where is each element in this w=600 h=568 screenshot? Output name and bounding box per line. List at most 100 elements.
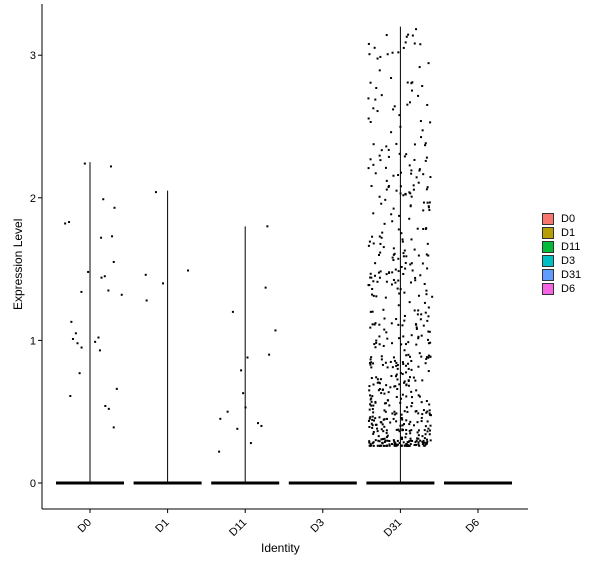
data-point <box>405 255 408 258</box>
data-point <box>369 81 372 84</box>
data-point <box>398 441 401 444</box>
data-point <box>411 34 414 37</box>
data-point <box>68 221 71 224</box>
data-point <box>378 195 381 198</box>
data-point <box>380 149 383 152</box>
data-point <box>383 409 386 412</box>
data-point <box>412 188 415 191</box>
data-point <box>424 142 427 145</box>
data-point <box>400 436 403 439</box>
data-point <box>369 120 372 123</box>
data-point <box>401 373 404 376</box>
data-point <box>426 356 429 359</box>
data-point <box>392 174 395 177</box>
data-point <box>417 309 420 312</box>
data-point <box>387 155 390 158</box>
data-point <box>425 156 428 159</box>
x-axis-title: Identity <box>261 541 300 555</box>
data-point <box>83 162 86 165</box>
data-point <box>429 176 432 179</box>
data-point <box>388 444 391 447</box>
data-point <box>417 254 420 257</box>
legend-item-d11: D11 <box>542 240 581 254</box>
data-point <box>371 415 374 418</box>
data-point <box>404 371 407 374</box>
data-point <box>402 272 405 275</box>
data-point <box>404 41 407 44</box>
data-point <box>384 439 387 442</box>
data-point <box>380 444 383 447</box>
data-point <box>405 429 408 432</box>
data-point <box>374 274 377 277</box>
data-point <box>407 33 410 36</box>
data-point <box>384 402 387 405</box>
data-point <box>381 231 384 234</box>
data-point <box>374 262 377 265</box>
data-point <box>372 294 375 297</box>
data-point <box>399 125 402 128</box>
data-point <box>368 444 371 447</box>
data-point <box>420 136 423 139</box>
data-point <box>406 81 409 84</box>
data-point <box>403 380 406 383</box>
data-point <box>410 368 413 371</box>
data-point <box>386 434 389 437</box>
data-point <box>397 51 400 54</box>
data-point <box>409 439 412 442</box>
legend-item-d1: D1 <box>542 226 581 240</box>
data-point <box>387 185 390 188</box>
data-point <box>385 145 388 148</box>
data-point <box>426 242 429 245</box>
data-point <box>399 372 402 375</box>
data-point <box>395 428 398 431</box>
data-point <box>377 254 380 257</box>
data-point <box>388 404 391 407</box>
data-point <box>375 86 378 89</box>
data-point <box>420 401 423 404</box>
data-point <box>274 329 277 332</box>
data-point <box>392 439 395 442</box>
data-point <box>390 131 393 134</box>
data-point <box>405 406 408 409</box>
data-point <box>411 89 414 92</box>
data-point <box>427 342 430 345</box>
data-point <box>403 249 406 252</box>
data-point <box>377 439 380 442</box>
data-point <box>429 439 432 442</box>
data-point <box>417 434 420 437</box>
data-point <box>375 423 378 426</box>
data-point <box>109 165 112 168</box>
data-point <box>410 405 413 408</box>
data-point <box>385 280 388 283</box>
data-point <box>416 227 419 230</box>
data-point <box>374 439 377 442</box>
data-point <box>368 417 371 420</box>
x-tick-label-d1: D1 <box>153 517 171 535</box>
data-point <box>370 444 373 447</box>
data-point <box>403 314 406 317</box>
data-point <box>419 274 422 277</box>
data-point <box>401 240 404 243</box>
data-point <box>426 438 429 441</box>
data-point <box>409 437 412 440</box>
data-point <box>374 417 377 420</box>
data-point <box>421 85 424 88</box>
data-point <box>427 330 430 333</box>
data-point <box>413 42 416 45</box>
data-point <box>368 53 371 56</box>
data-point <box>422 324 425 327</box>
data-point <box>412 376 415 379</box>
legend-label: D11 <box>561 241 581 253</box>
data-point <box>418 169 421 172</box>
data-point <box>420 416 423 419</box>
data-point <box>424 443 427 446</box>
data-point <box>409 443 412 446</box>
data-point <box>380 392 383 395</box>
data-point <box>380 202 383 205</box>
legend-label: D31 <box>561 269 582 281</box>
data-point <box>425 188 428 191</box>
data-point <box>416 421 419 424</box>
data-point <box>369 326 372 329</box>
data-point <box>395 412 398 415</box>
legend-label: D3 <box>561 255 576 267</box>
